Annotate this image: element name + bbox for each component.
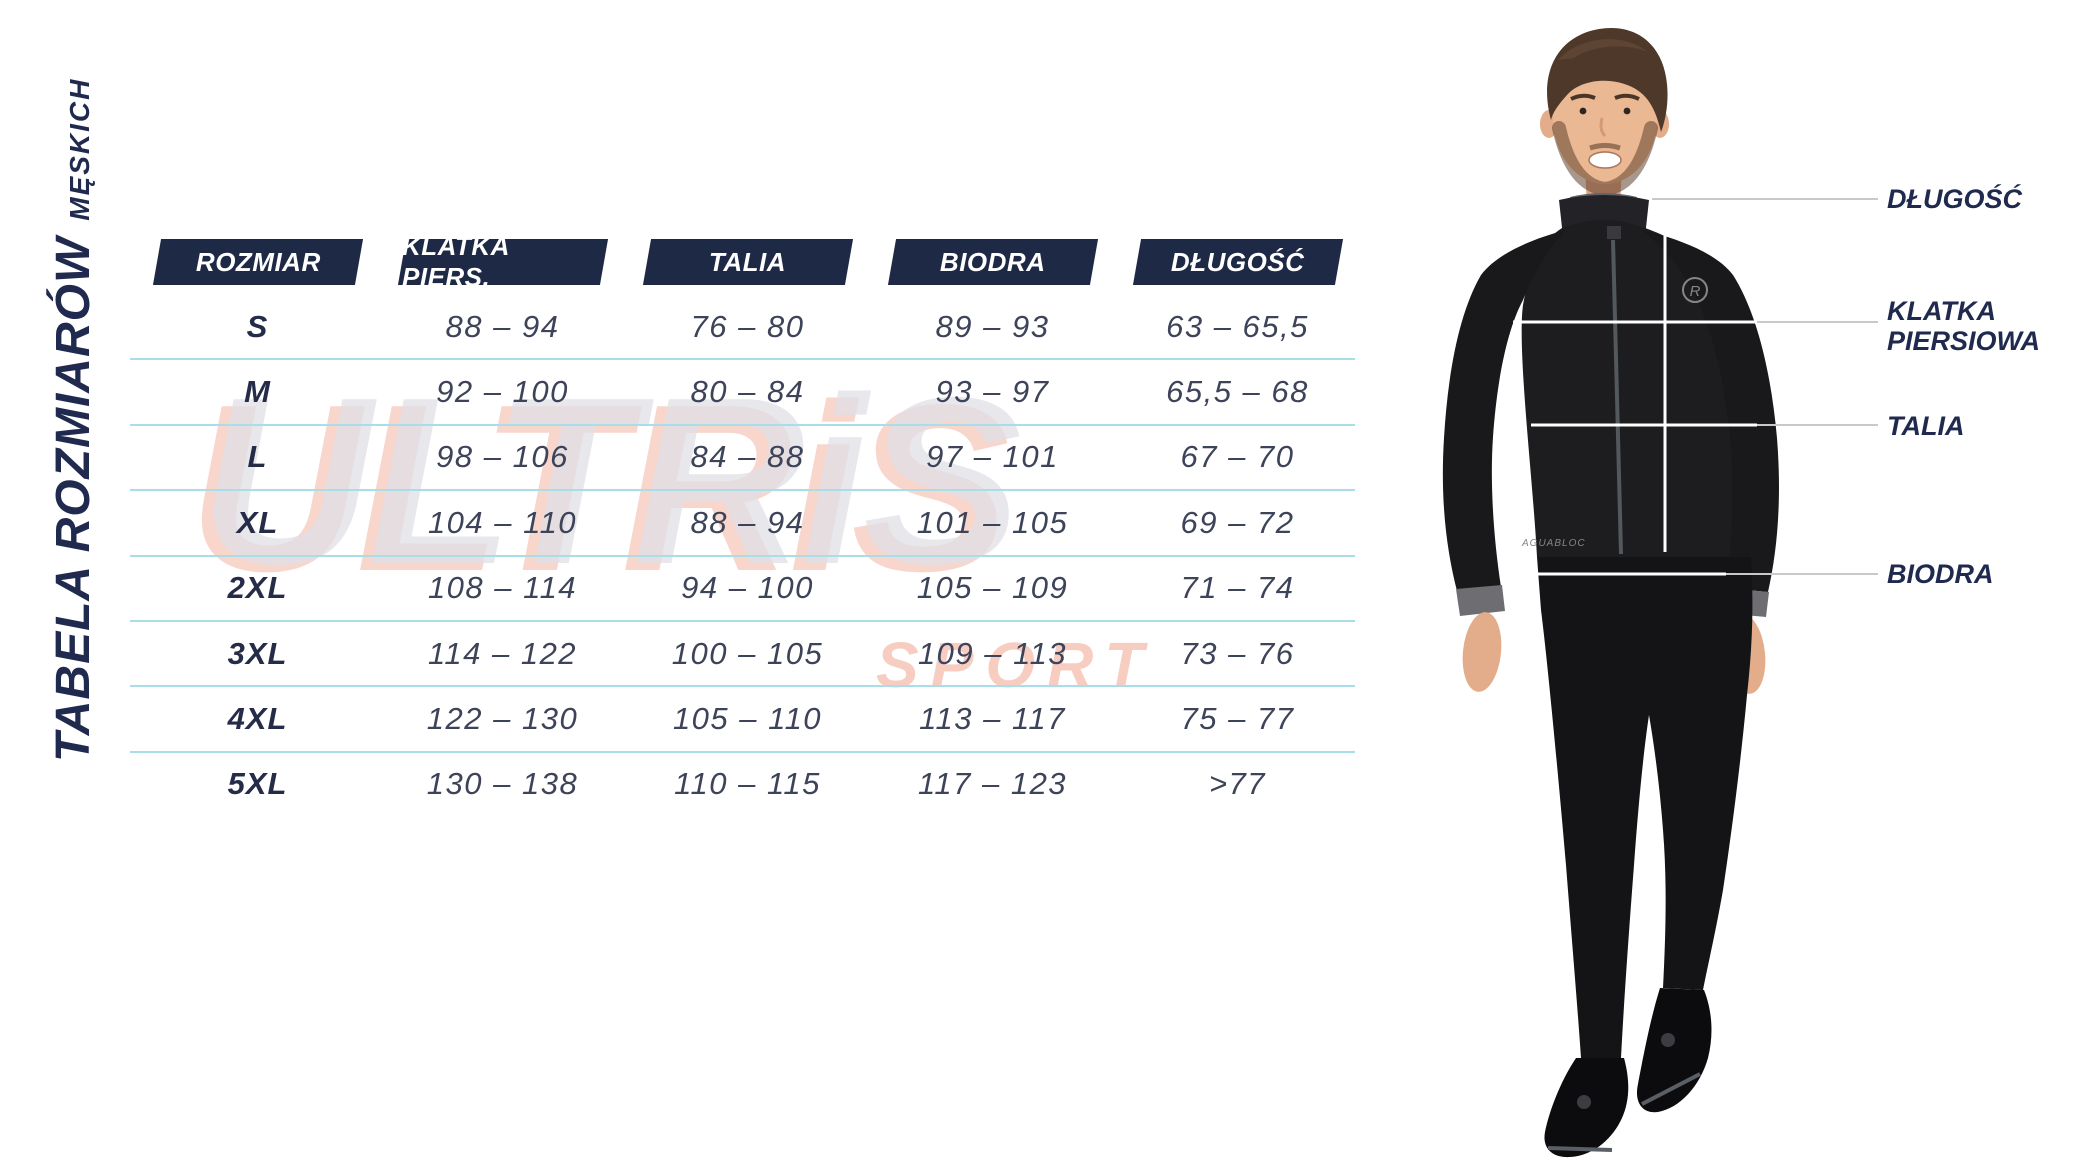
column-header-label: KLATKA PIERS.: [401, 231, 509, 292]
page-title: TABELA ROZMIARÓW MĘSKICH: [46, 78, 101, 762]
table-row: L 98 – 106 84 – 88 97 – 101 67 – 70: [130, 425, 1360, 492]
cell-size: S: [246, 308, 269, 344]
tights: [1537, 557, 1753, 1058]
cell-chest: 108 – 114: [427, 570, 578, 606]
cell-hips: 89 – 93: [935, 308, 1050, 344]
cycling-shoes: [1544, 988, 1712, 1158]
fabric-text: AGUABLOC: [1521, 538, 1586, 549]
cell-hips: 117 – 123: [917, 766, 1068, 802]
cell-hips: 93 – 97: [935, 374, 1050, 410]
measure-label-waist: TALIA: [1887, 411, 1965, 441]
cell-size: XL: [236, 504, 279, 540]
table-row: M 92 – 100 80 – 84 93 – 97 65,5 – 68: [130, 359, 1360, 427]
measure-label-chest: KLATKA PIERSIOWA: [1887, 296, 2040, 356]
header-cell: ROZMIAR: [135, 239, 380, 285]
header-cell: DŁUGOŚĆ: [1115, 239, 1360, 285]
cell-length: 63 – 65,5: [1166, 308, 1309, 344]
cell-waist: 94 – 100: [681, 570, 814, 606]
size-table-body: S 88 – 94 76 – 80 89 – 93 63 – 65,5 M 92…: [130, 294, 1360, 817]
table-row: 3XL 114 – 122 100 – 105 109 – 113 73 – 7…: [130, 621, 1360, 688]
cell-chest: 114 – 122: [427, 635, 578, 671]
cell-hips: 105 – 109: [916, 570, 1069, 606]
cell-length: 71 – 74: [1180, 570, 1295, 606]
cell-length: 69 – 72: [1180, 504, 1295, 540]
column-header-badge: TALIA: [642, 239, 853, 285]
cell-waist: 76 – 80: [690, 308, 805, 344]
cell-length: 65,5 – 68: [1166, 374, 1309, 410]
cell-length: 73 – 76: [1180, 635, 1295, 671]
cell-waist: 88 – 94: [690, 504, 805, 540]
cell-hips: 113 – 117: [919, 701, 1066, 737]
measure-label-chest-line1: KLATKA: [1887, 296, 1996, 326]
brand-logo-r: R: [1682, 277, 1708, 303]
column-header-badge: KLATKA PIERS.: [397, 231, 608, 292]
cell-size: 3XL: [227, 635, 288, 671]
cell-size: L: [247, 439, 268, 475]
cell-size: 5XL: [227, 766, 288, 802]
column-header-label: TALIA: [708, 246, 787, 277]
page-title-sub: MĘSKICH: [64, 77, 95, 221]
cell-size: 2XL: [227, 570, 288, 606]
cell-waist: 80 – 84: [690, 374, 805, 410]
cell-length: >77: [1208, 766, 1267, 802]
table-row: S 88 – 94 76 – 80 89 – 93 63 – 65,5: [130, 294, 1360, 361]
svg-text:R: R: [1690, 283, 1701, 300]
cell-chest: 98 – 106: [436, 439, 569, 475]
measure-label-chest-line2: PIERSIOWA: [1887, 326, 2041, 356]
cell-length: 75 – 77: [1180, 701, 1295, 737]
cell-size: M: [244, 374, 271, 410]
header-cell: BIODRA: [870, 239, 1115, 285]
cell-chest: 88 – 94: [445, 308, 560, 344]
column-header-badge: ROZMIAR: [152, 239, 363, 285]
cell-hips: 97 – 101: [926, 439, 1059, 475]
cell-size: 4XL: [227, 701, 288, 737]
page-title-main: TABELA ROZMIARÓW: [47, 236, 100, 762]
header-cell: KLATKA PIERS.: [380, 231, 625, 292]
table-row: XL 104 – 110 88 – 94 101 – 105 69 – 72: [130, 490, 1360, 557]
model-body: R AGUABLOC: [1442, 27, 1779, 1158]
table-row: 2XL 108 – 114 94 – 100 105 – 109 71 – 74: [130, 556, 1360, 623]
cell-waist: 105 – 110: [672, 701, 823, 737]
cell-waist: 84 – 88: [690, 439, 805, 475]
size-table-header: ROZMIAR KLATKA PIERS. TALIA BIODRA DŁUGO…: [135, 231, 1360, 292]
measurement-lines: [1513, 198, 1878, 576]
cell-chest: 122 – 130: [426, 701, 579, 737]
column-header-badge: DŁUGOŚĆ: [1132, 239, 1343, 285]
table-row: 4XL 122 – 130 105 – 110 113 – 117 75 – 7…: [130, 686, 1360, 754]
cell-chest: 130 – 138: [426, 766, 579, 802]
table-row: 5XL 130 – 138 110 – 115 117 – 123 >77: [135, 752, 1360, 817]
cell-length: 67 – 70: [1180, 439, 1295, 475]
column-header-label: DŁUGOŚĆ: [1170, 246, 1305, 277]
cell-hips: 109 – 113: [917, 635, 1068, 671]
cell-hips: 101 – 105: [916, 504, 1069, 540]
header-cell: TALIA: [625, 239, 870, 285]
column-header-label: BIODRA: [939, 246, 1046, 277]
jacket-zipper: [1611, 239, 1623, 555]
cell-chest: 104 – 110: [427, 504, 578, 540]
measure-label-length: DŁUGOŚĆ: [1887, 184, 2022, 214]
beard: [1552, 121, 1658, 197]
column-header-badge: BIODRA: [887, 239, 1098, 285]
measure-label-hips: BIODRA: [1887, 559, 1994, 589]
cell-waist: 110 – 115: [674, 766, 821, 802]
cell-waist: 100 – 105: [671, 635, 824, 671]
cell-chest: 92 – 100: [436, 374, 569, 410]
model-photo: R AGUABLOC: [1442, 27, 1878, 1158]
column-header-label: ROZMIAR: [195, 246, 320, 277]
